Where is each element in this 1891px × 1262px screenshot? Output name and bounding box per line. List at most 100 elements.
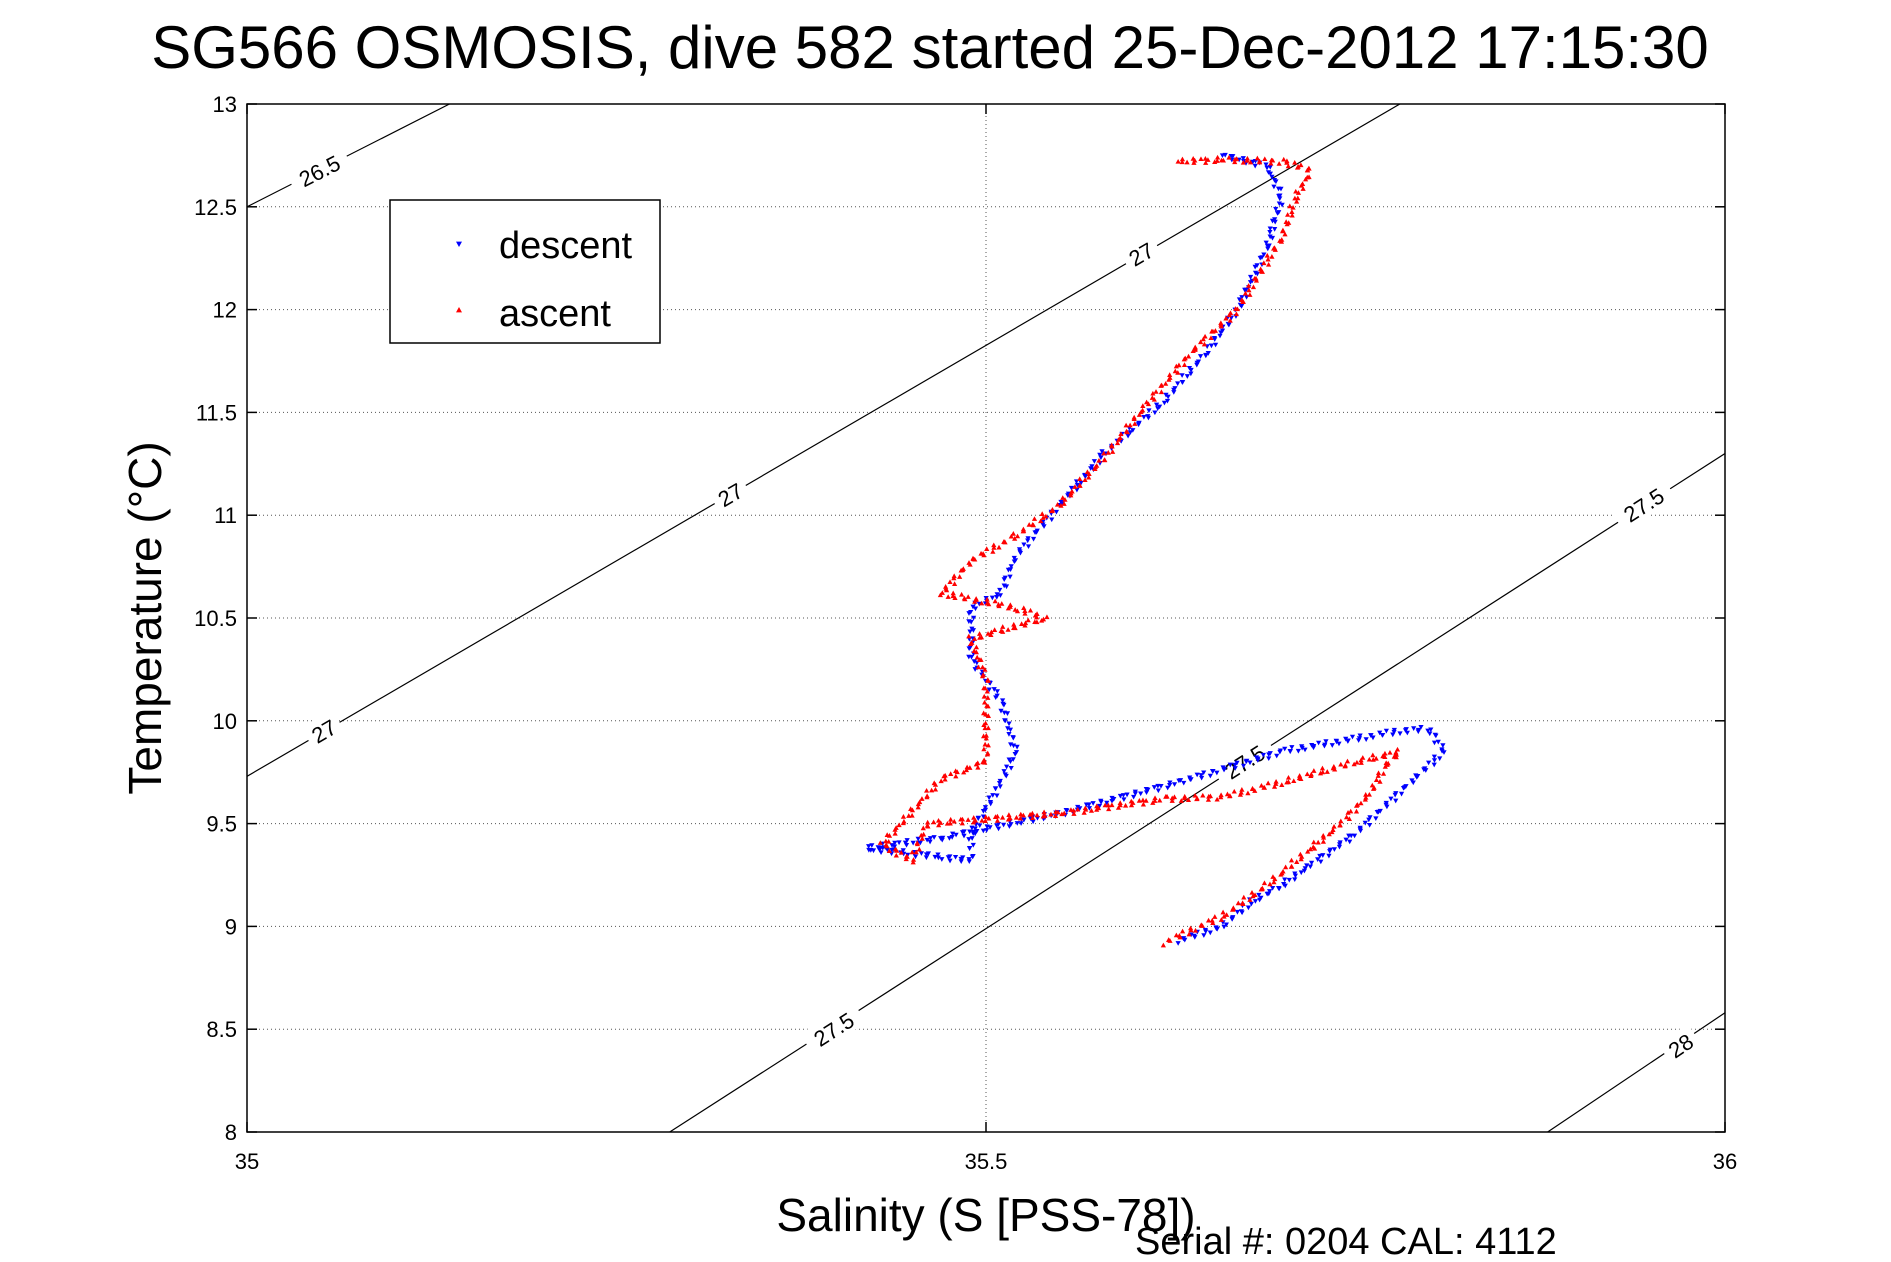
descent-point: [1006, 757, 1012, 763]
serial-cal-footer: Serial #: 0204 CAL: 4112: [1135, 1221, 1557, 1262]
descent-point: [1012, 751, 1018, 757]
descent-point: [1337, 840, 1343, 846]
ascent-point: [981, 757, 987, 763]
descent-point: [997, 593, 1004, 598]
descent-point: [1333, 739, 1340, 745]
ascent-point: [1382, 750, 1388, 756]
ascent-point: [988, 632, 994, 638]
descent-point: [1287, 749, 1293, 755]
descent-point: [1143, 790, 1150, 796]
x-axis-ticks: 35 35.5 36: [235, 104, 1737, 1174]
ascent-point: [1218, 792, 1224, 798]
descent-point: [1082, 472, 1088, 478]
descent-point: [1368, 733, 1374, 738]
ascent-point: [978, 657, 984, 662]
ascent-point: [963, 767, 970, 773]
ascent-point: [979, 673, 986, 679]
descent-point: [966, 837, 972, 842]
ascent-point: [1261, 880, 1268, 886]
ascent-point: [985, 631, 991, 636]
ascent-point: [971, 636, 978, 641]
descent-point: [1001, 710, 1007, 716]
descent-point: [1228, 153, 1234, 159]
descent-point: [889, 843, 895, 848]
descent-point: [1153, 402, 1160, 408]
ascent-point: [1072, 484, 1078, 489]
ascent-point: [966, 633, 972, 639]
ascent-point: [1184, 159, 1190, 165]
ascent-point: [892, 830, 898, 836]
ascent-point: [980, 551, 986, 556]
descent-point: [1187, 775, 1193, 781]
ascent-point: [981, 746, 987, 752]
contour-label-background: [285, 144, 353, 196]
descent-point: [912, 854, 919, 860]
descent-point: [1167, 782, 1173, 788]
descent-point: [1431, 740, 1438, 746]
descent-point: [997, 778, 1003, 784]
descent-point: [1331, 847, 1338, 852]
ascent-point: [985, 742, 991, 748]
descent-point: [1263, 162, 1269, 168]
descent-point: [1014, 744, 1020, 750]
ascent-point: [1005, 605, 1011, 611]
descent-point: [1302, 747, 1308, 753]
ascent-point: [1227, 310, 1234, 316]
ascent-point: [1131, 416, 1137, 422]
descent-point: [1244, 758, 1250, 764]
ascent-point: [950, 593, 956, 599]
descent-point: [1068, 485, 1075, 491]
ascent-point: [1266, 261, 1272, 267]
ascent-point: [935, 817, 942, 823]
descent-point: [1240, 763, 1247, 769]
ascent-point: [984, 546, 990, 551]
descent-point: [1096, 803, 1103, 809]
descent-point: [904, 838, 910, 843]
ascent-point: [951, 573, 957, 579]
ascent-point: [1239, 297, 1245, 302]
descent-point: [1213, 342, 1219, 348]
ascent-point: [983, 735, 989, 741]
descent-point: [1175, 941, 1181, 946]
ascent-point: [1179, 928, 1186, 934]
legend-marker-descent: [456, 241, 462, 247]
descent-point: [980, 809, 987, 814]
ascent-point: [1221, 913, 1227, 919]
ascent-point: [1040, 515, 1046, 520]
descent-point: [994, 595, 1000, 600]
descent-point: [1008, 564, 1014, 569]
ascent-point: [1008, 533, 1014, 539]
ascent-point: [1227, 793, 1233, 798]
descent-point: [1426, 760, 1432, 766]
ascent-point: [1206, 793, 1212, 799]
ascent-point: [909, 807, 916, 813]
descent-point: [1165, 785, 1171, 791]
ascent-point: [1012, 607, 1018, 612]
ascent-point: [900, 820, 906, 826]
descent-point: [1025, 544, 1032, 550]
ascent-point: [915, 804, 921, 810]
ascent-point: [1018, 811, 1024, 817]
descent-point: [1201, 933, 1207, 938]
descent-point: [935, 852, 941, 858]
descent-point: [1275, 186, 1282, 192]
descent-point: [1264, 165, 1270, 171]
ascent-point: [960, 566, 966, 571]
ascent-point: [1033, 612, 1039, 618]
descent-point: [982, 807, 989, 813]
descent-point: [967, 629, 973, 635]
descent-point: [982, 805, 989, 810]
ascent-point: [1054, 501, 1061, 507]
descent-point: [1317, 853, 1323, 859]
ascent-point: [920, 831, 927, 837]
ascent-point: [1094, 807, 1100, 812]
descent-point: [1175, 381, 1181, 387]
descent-point: [1316, 740, 1322, 746]
ascent-point: [1241, 894, 1247, 900]
ascent-point: [1039, 511, 1045, 516]
ascent-point: [1013, 814, 1020, 820]
ascent-point: [932, 786, 939, 792]
descent-point: [1343, 736, 1349, 742]
ascent-point: [1258, 783, 1265, 788]
descent-point: [1001, 702, 1007, 708]
